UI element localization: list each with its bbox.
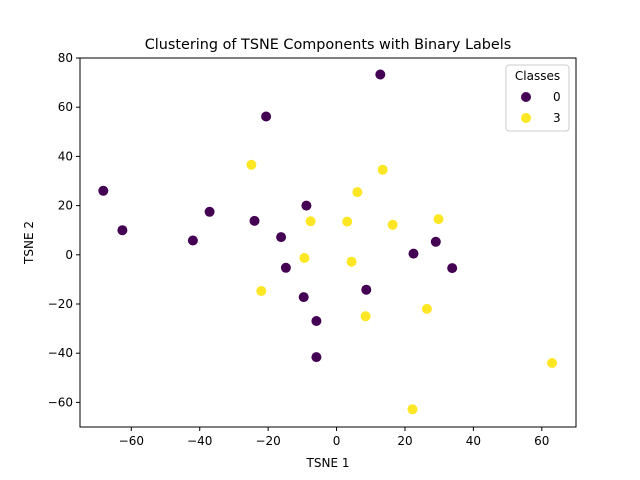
data-point-class-0: [375, 69, 386, 80]
data-point-class-0: [276, 232, 287, 243]
legend-box: [505, 64, 570, 132]
chart-title: Clustering of TSNE Components with Binar…: [145, 37, 512, 53]
x-tick-label: 40: [466, 434, 481, 448]
y-axis-label: TSNE 2: [22, 221, 36, 265]
data-point-class-3: [433, 214, 444, 225]
data-point-class-0: [249, 215, 260, 226]
data-point-class-3: [547, 358, 558, 368]
data-point-class-0: [311, 352, 322, 363]
x-tick-label: 20: [397, 434, 412, 448]
x-tick-label: −60: [119, 434, 144, 448]
legend-marker-class-3: [521, 113, 531, 123]
data-point-class-3: [421, 303, 432, 314]
y-tick-label: −40: [48, 346, 73, 360]
data-point-class-3: [342, 216, 353, 227]
y-tick-label: 20: [58, 199, 73, 213]
data-point-class-0: [117, 225, 128, 236]
legend: Classes 0 3: [505, 64, 570, 132]
data-point-class-0: [447, 263, 458, 274]
data-point-class-3: [377, 164, 388, 175]
x-tick-label: −20: [255, 434, 280, 448]
data-point-class-0: [187, 235, 198, 246]
data-point-class-3: [305, 216, 316, 227]
data-point-class-0: [430, 236, 441, 247]
data-point-class-3: [360, 311, 371, 322]
data-point-class-0: [98, 185, 109, 196]
x-tick-label: −40: [187, 434, 212, 448]
y-tick-label: −20: [48, 297, 73, 311]
data-point-class-0: [261, 111, 272, 122]
y-tick-label: −60: [48, 395, 73, 409]
x-axis-label: TSNE 1: [306, 456, 350, 470]
legend-label-class-0: 0: [553, 90, 561, 104]
x-axis: −60 −40 −20 0 20 40 60: [119, 427, 549, 448]
y-tick-label: 80: [58, 51, 73, 65]
y-tick-label: 0: [65, 248, 73, 262]
data-point-class-0: [280, 262, 291, 273]
legend-label-class-3: 3: [553, 111, 561, 125]
legend-title: Classes: [515, 69, 560, 83]
data-point-class-3: [256, 286, 267, 296]
y-tick-label: 40: [58, 149, 73, 163]
data-point-class-3: [407, 404, 418, 415]
data-point-class-0: [311, 316, 322, 326]
points-layer: [98, 69, 558, 415]
data-point-class-0: [301, 200, 312, 211]
data-point-class-0: [408, 248, 419, 259]
plot-frame: [79, 57, 577, 428]
legend-marker-class-0: [521, 92, 531, 102]
x-tick-label: 60: [534, 434, 549, 448]
data-point-class-0: [361, 284, 372, 295]
x-tick-label: 0: [333, 434, 341, 448]
data-point-class-3: [346, 256, 357, 267]
y-axis: −60 −40 −20 0 20 40 60 80: [48, 51, 80, 409]
data-point-class-3: [387, 219, 398, 230]
data-point-class-3: [352, 187, 363, 198]
data-point-class-0: [298, 292, 309, 303]
y-tick-label: 60: [58, 100, 73, 114]
data-point-class-3: [299, 253, 310, 263]
data-point-class-3: [246, 159, 257, 170]
data-point-class-0: [204, 206, 215, 217]
